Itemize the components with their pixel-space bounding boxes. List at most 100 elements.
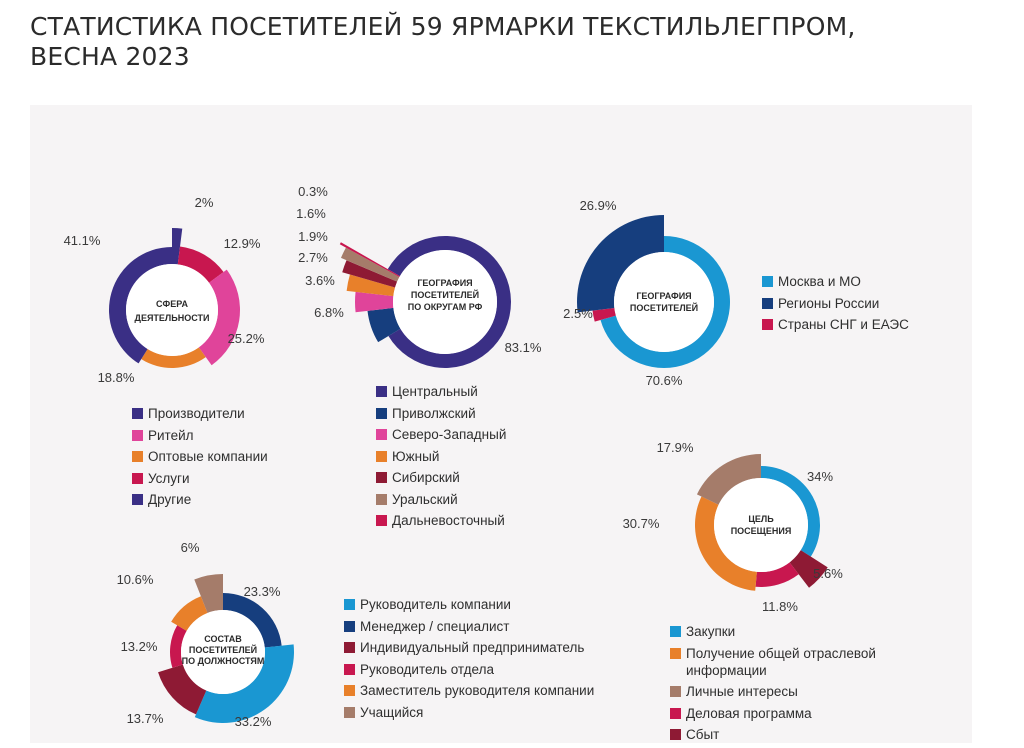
- center-disc: [614, 252, 714, 352]
- center-disc: [181, 610, 265, 694]
- slice-4: [177, 246, 224, 283]
- legend-label: Деловая программа: [686, 705, 812, 721]
- legend-label: Личные интересы: [686, 684, 798, 699]
- legend-label: Ритейл: [148, 427, 194, 443]
- legend-swatch: [132, 494, 143, 505]
- legend-label: Руководитель отдела: [360, 661, 494, 677]
- slice-7: [339, 242, 400, 277]
- slice-2: [695, 496, 757, 591]
- legend-purpose: Закупки Получение общей отраслевой информ…: [670, 623, 910, 748]
- slice-3: [158, 664, 207, 715]
- slice-3: [141, 347, 206, 369]
- value-label: 23.3%: [244, 584, 281, 599]
- value-label: 5.6%: [813, 566, 843, 581]
- value-label: 30.7%: [623, 516, 660, 531]
- legend-item: Учащийся: [344, 704, 594, 721]
- slice-5: [171, 596, 208, 631]
- legend-item: Руководитель компании: [344, 596, 594, 613]
- legend-label: Уральский: [392, 491, 458, 507]
- legend-label: Услуги: [148, 470, 190, 486]
- legend-item: Южный: [376, 448, 506, 465]
- legend-label: Южный: [392, 448, 440, 464]
- slice-1: [108, 247, 172, 364]
- center-label-line: ПОСЕЩЕНИЯ: [731, 526, 792, 536]
- legend-item: Деловая программа: [670, 705, 910, 722]
- center-disc: [393, 250, 497, 354]
- value-label: 3.6%: [305, 273, 335, 288]
- legend-item: Услуги: [132, 470, 268, 487]
- center-label-line: ПО ДОЛЖНОСТЯМ: [182, 656, 265, 666]
- donut-chart-4: ЦЕЛЬ ПОСЕЩЕНИЯ 34% 30.7% 17.9% 11.8% 5.6%: [623, 440, 844, 614]
- center-disc: [714, 478, 808, 572]
- legend-item: Заместитель руководителя компании: [344, 682, 594, 699]
- value-label: 17.9%: [657, 440, 694, 455]
- legend-activity: Производители Ритейл Оптовые компании Услуг…: [132, 405, 268, 513]
- page-title: СТАТИСТИКА ПОСЕТИТЕЛЕЙ 59 ЯРМАРКИ ТЕКСТИ…: [30, 12, 856, 71]
- slice-2: [198, 269, 240, 366]
- legend-swatch: [132, 429, 143, 441]
- slice-1: [761, 466, 821, 557]
- legend-item: Сбыт: [670, 726, 910, 743]
- slice-5: [172, 228, 183, 265]
- legend-item: Менеджер / специалист: [344, 618, 594, 635]
- value-label: 1.6%: [296, 206, 326, 221]
- legend-item: Уральский: [376, 491, 506, 508]
- legend-swatch: [344, 685, 355, 696]
- legend-label: Регионы России: [778, 295, 880, 311]
- legend-item: Регионы России: [762, 295, 909, 312]
- value-label: 0.3%: [298, 184, 328, 199]
- legend-swatch: [132, 451, 143, 462]
- legend-swatch: [670, 707, 681, 719]
- legend-swatch: [670, 729, 681, 740]
- value-label: 26.9%: [580, 198, 617, 213]
- slice-1: [194, 644, 295, 724]
- value-label: 6.8%: [314, 305, 344, 320]
- legend-swatch: [670, 686, 681, 697]
- center-label-line: ЦЕЛЬ: [748, 514, 774, 524]
- center-label-line: ПО ОКРУГАМ РФ: [408, 302, 483, 312]
- legend-label: Дальневосточный: [392, 513, 505, 528]
- value-label: 41.1%: [64, 233, 101, 248]
- value-label: 1.9%: [298, 229, 328, 244]
- value-label: 2.7%: [298, 250, 328, 265]
- value-label: 18.8%: [98, 370, 135, 385]
- value-label: 10.6%: [117, 572, 154, 587]
- legend-label: Москва и МО: [778, 274, 861, 289]
- legend-swatch: [344, 706, 355, 718]
- slice-4: [755, 562, 799, 587]
- legend-swatch: [670, 647, 681, 659]
- legend-label: Сбыт: [686, 727, 720, 742]
- slice-3: [696, 454, 761, 505]
- slice-5: [342, 260, 398, 288]
- slice-3: [355, 291, 394, 313]
- legend-swatch: [762, 276, 773, 287]
- legend-label: Центральный: [392, 384, 478, 399]
- slice-4: [170, 625, 187, 668]
- legend-swatch: [344, 620, 355, 632]
- slice-6: [194, 574, 223, 613]
- slice-2: [223, 593, 282, 648]
- legend-item: Страны СНГ и ЕАЭС: [762, 316, 909, 333]
- legend-item: Сибирский: [376, 469, 506, 486]
- legend-item: Центральный: [376, 383, 506, 400]
- value-label: 83.1%: [505, 340, 542, 355]
- legend-label: Получение общей отраслевой информации: [686, 645, 876, 678]
- value-label: 6%: [181, 540, 200, 555]
- center-label-line: ГЕОГРАФИЯ: [417, 278, 472, 288]
- legend-item: Северо-Западный: [376, 426, 506, 443]
- legend-item: Производители: [132, 405, 268, 422]
- center-label-line: ПОСЕТИТЕЛЕЙ: [411, 289, 479, 300]
- slice-6: [340, 247, 400, 282]
- legend-swatch: [376, 450, 387, 462]
- legend-item: Личные интересы: [670, 683, 910, 700]
- legend-item: Руководитель отдела: [344, 661, 594, 678]
- legend-item: Приволжский: [376, 405, 506, 422]
- value-label: 12.9%: [224, 236, 261, 251]
- legend-swatch: [132, 472, 143, 484]
- center-label-line: ГЕОГРАФИЯ: [636, 291, 691, 301]
- legend-label: Приволжский: [392, 405, 476, 421]
- legend-label: Закупки: [686, 624, 736, 639]
